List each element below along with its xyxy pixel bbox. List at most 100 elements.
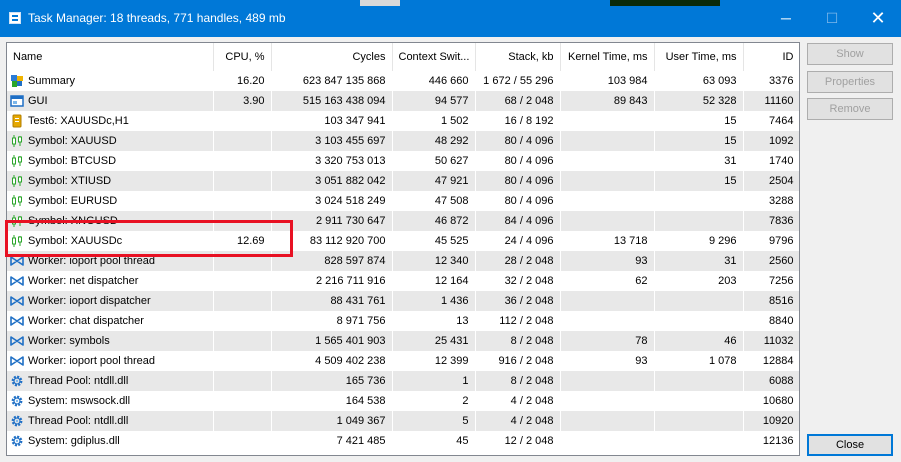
table-row[interactable]: Worker: ioport dispatcher 88 431 761 1 436… [7, 291, 799, 311]
summary-icon [10, 74, 24, 88]
table-row[interactable]: Test6: XAUUSDc,H1 103 347 941 1 502 16 / 8 … [7, 111, 799, 131]
cell-cycles: 828 597 874 [271, 251, 393, 271]
row-name: Worker: chat dispatcher [28, 315, 144, 327]
properties-button[interactable]: Properties [807, 71, 893, 93]
table-row[interactable]: Symbol: XNGUSD 2 911 730 647 46 872 84 / 4 … [7, 211, 799, 231]
cell-name: System: mswsock.dll [7, 391, 214, 411]
table-row[interactable]: Symbol: XAUUSD 3 103 455 697 48 292 80 / 4 … [7, 131, 799, 151]
cell-kernel-time [560, 391, 655, 411]
thread-list[interactable]: Name CPU, % Cycles Context Swit... Stack… [6, 42, 800, 456]
cell-name: Worker: symbols [7, 331, 214, 351]
table-row[interactable]: Worker: net dispatcher 2 216 711 916 12 16… [7, 271, 799, 291]
cell-kernel-time [560, 111, 655, 131]
close-window-button[interactable]: ✕ [870, 8, 886, 28]
cell-cpu [213, 151, 272, 171]
column-header-id[interactable]: ID [743, 43, 799, 71]
cell-cycles: 1 049 367 [271, 411, 393, 431]
show-button[interactable]: Show [807, 43, 893, 65]
cell-user-time [654, 211, 744, 231]
row-name: System: mswsock.dll [28, 395, 131, 407]
table-row[interactable]: Symbol: XTIUSD 3 051 882 042 47 921 80 / 4 … [7, 171, 799, 191]
gear-icon [10, 414, 24, 428]
table-row[interactable]: Worker: chat dispatcher 8 971 756 13 112 / … [7, 311, 799, 331]
table-row[interactable]: System: gdiplus.dll 7 421 485 45 12 / 2 048… [7, 431, 799, 451]
cell-name: Thread Pool: ntdll.dll [7, 411, 214, 431]
cell-id: 1740 [743, 151, 799, 171]
table-row[interactable]: Worker: ioport pool thread 4 509 402 238 1… [7, 351, 799, 371]
worker-icon [10, 274, 24, 288]
cell-id: 1092 [743, 131, 799, 151]
maximize-button[interactable]: ☐ [825, 10, 839, 26]
column-header-user-time[interactable]: User Time, ms [654, 43, 744, 71]
cell-kernel-time: 89 843 [560, 91, 655, 111]
minimize-button[interactable]: ─ [781, 10, 791, 26]
table-row[interactable]: GUI 3.90 515 163 438 094 94 577 68 / 2 048 89… [7, 91, 799, 111]
column-header-name[interactable]: Name [7, 43, 214, 71]
cell-stack: 12 / 2 048 [475, 431, 561, 451]
cell-id: 12884 [743, 351, 799, 371]
background-window-strip [360, 0, 400, 6]
title-bar[interactable]: Task Manager: 18 threads, 771 handles, 4… [0, 0, 901, 37]
table-row[interactable]: Thread Pool: ntdll.dll 165 736 1 8 / 2 048 6… [7, 371, 799, 391]
column-header-stack[interactable]: Stack, kb [475, 43, 561, 71]
cell-user-time [654, 431, 744, 451]
cell-context-switches: 45 525 [392, 231, 476, 251]
column-header-context-switches[interactable]: Context Swit... [392, 43, 476, 71]
cell-cpu: 3.90 [213, 91, 272, 111]
cell-stack: 16 / 8 192 [475, 111, 561, 131]
cell-context-switches: 47 921 [392, 171, 476, 191]
cell-user-time: 52 328 [654, 91, 744, 111]
table-row[interactable]: Thread Pool: ntdll.dll 1 049 367 5 4 / 2 04… [7, 411, 799, 431]
row-name: Thread Pool: ntdll.dll [28, 375, 129, 387]
row-name: Worker: ioport pool thread [28, 255, 155, 267]
remove-button[interactable]: Remove [807, 98, 893, 120]
cell-cpu [213, 211, 272, 231]
cell-context-switches: 48 292 [392, 131, 476, 151]
candle-icon [10, 154, 24, 168]
candle-icon [10, 234, 24, 248]
table-row[interactable]: Symbol: EURUSD 3 024 518 249 47 508 80 / 4 … [7, 191, 799, 211]
worker-icon [10, 354, 24, 368]
worker-icon [10, 294, 24, 308]
cell-id: 8840 [743, 311, 799, 331]
cell-user-time [654, 311, 744, 331]
gear-icon [10, 394, 24, 408]
cell-id: 7464 [743, 111, 799, 131]
candle-icon [10, 134, 24, 148]
cell-user-time: 9 296 [654, 231, 744, 251]
cell-stack: 112 / 2 048 [475, 311, 561, 331]
column-header-cpu[interactable]: CPU, % [213, 43, 272, 71]
table-row[interactable]: Symbol: XAUUSDc 12.69 83 112 920 700 45 525… [7, 231, 799, 251]
close-button[interactable]: Close [807, 434, 893, 456]
table-row[interactable]: Worker: symbols 1 565 401 903 25 431 8 / 2 … [7, 331, 799, 351]
column-header-cycles[interactable]: Cycles [271, 43, 393, 71]
cell-kernel-time: 13 718 [560, 231, 655, 251]
cell-kernel-time [560, 291, 655, 311]
cell-user-time: 203 [654, 271, 744, 291]
table-row[interactable]: System: mswsock.dll 164 538 2 4 / 2 048 1068… [7, 391, 799, 411]
cell-context-switches: 50 627 [392, 151, 476, 171]
cell-id: 7256 [743, 271, 799, 291]
row-name: Worker: net dispatcher [28, 275, 139, 287]
column-header-kernel-time[interactable]: Kernel Time, ms [560, 43, 655, 71]
cell-kernel-time: 93 [560, 351, 655, 371]
cell-cycles: 164 538 [271, 391, 393, 411]
cell-stack: 80 / 4 096 [475, 151, 561, 171]
table-row[interactable]: Symbol: BTCUSD 3 320 753 013 50 627 80 / 4 … [7, 151, 799, 171]
cell-id: 7836 [743, 211, 799, 231]
cell-id: 2504 [743, 171, 799, 191]
cell-id: 11160 [743, 91, 799, 111]
cell-name: Worker: net dispatcher [7, 271, 214, 291]
cell-cycles: 1 565 401 903 [271, 331, 393, 351]
table-row[interactable]: Worker: ioport pool thread 828 597 874 12 … [7, 251, 799, 271]
cell-kernel-time [560, 411, 655, 431]
cell-user-time [654, 191, 744, 211]
cell-cpu [213, 191, 272, 211]
cell-cycles: 165 736 [271, 371, 393, 391]
cell-id: 10680 [743, 391, 799, 411]
cell-cycles: 3 024 518 249 [271, 191, 393, 211]
cell-stack: 80 / 4 096 [475, 171, 561, 191]
table-row[interactable]: Summary 16.20 623 847 135 868 446 660 1 672 … [7, 71, 799, 91]
cell-user-time: 63 093 [654, 71, 744, 91]
cell-stack: 28 / 2 048 [475, 251, 561, 271]
